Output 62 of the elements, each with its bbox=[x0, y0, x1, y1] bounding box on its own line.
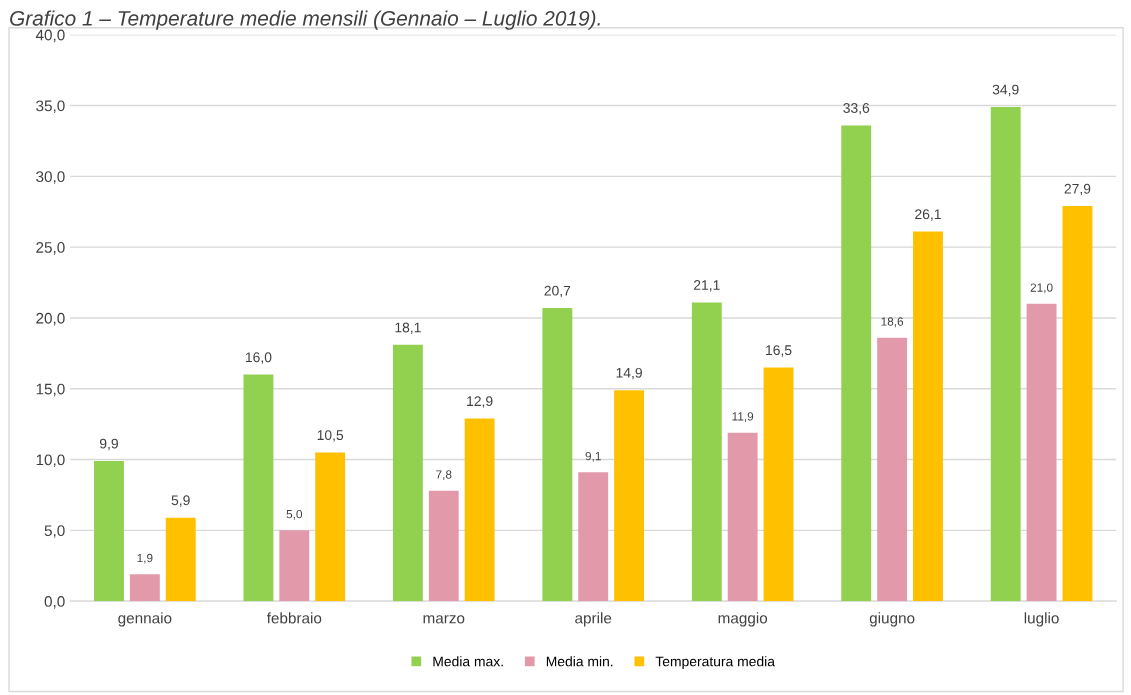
legend-label: Media min. bbox=[546, 656, 613, 667]
bar bbox=[315, 452, 346, 602]
data-label: 26,1 bbox=[915, 209, 941, 221]
data-label: 20,7 bbox=[544, 285, 571, 298]
data-label: 18,1 bbox=[395, 322, 421, 335]
bar bbox=[1062, 206, 1093, 602]
data-label: 18,6 bbox=[881, 317, 904, 328]
bar bbox=[990, 106, 1021, 602]
data-label: 10,5 bbox=[317, 430, 344, 442]
bar bbox=[841, 125, 872, 602]
data-label: 16,5 bbox=[766, 345, 792, 357]
bar bbox=[542, 308, 573, 602]
x-tick-label: luglio bbox=[1024, 612, 1059, 627]
bar bbox=[578, 472, 609, 602]
bar bbox=[464, 418, 495, 602]
data-label: 1,9 bbox=[137, 553, 153, 564]
x-tick-label: febbraio bbox=[266, 612, 322, 624]
bar bbox=[877, 337, 908, 602]
y-tick-label: 15,0 bbox=[36, 383, 65, 397]
data-label: 7,8 bbox=[436, 470, 452, 481]
data-label: 9,1 bbox=[585, 451, 601, 462]
bar bbox=[165, 517, 196, 602]
data-label: 34,9 bbox=[992, 84, 1019, 97]
x-tick-label: marzo bbox=[423, 615, 465, 624]
legend-label: Media max. bbox=[433, 656, 503, 667]
y-tick-label: 5,0 bbox=[44, 525, 65, 538]
bar bbox=[727, 432, 758, 602]
bar bbox=[763, 367, 794, 602]
y-tick-label: 30,0 bbox=[36, 171, 65, 184]
bar bbox=[129, 574, 160, 602]
bar bbox=[392, 344, 423, 602]
x-tick-label: gennaio bbox=[118, 612, 172, 627]
bar bbox=[913, 231, 943, 602]
data-label: 16,0 bbox=[245, 352, 272, 364]
legend-label: Temperatura media bbox=[655, 656, 775, 670]
y-tick-label: 40,0 bbox=[35, 29, 65, 43]
bar bbox=[614, 390, 645, 602]
data-label: 12,9 bbox=[467, 396, 493, 408]
x-tick-label: aprile bbox=[575, 612, 612, 627]
bar bbox=[691, 302, 722, 602]
y-tick-label: 0,0 bbox=[44, 596, 65, 609]
data-label: 14,9 bbox=[616, 367, 642, 380]
data-label: 27,9 bbox=[1064, 183, 1091, 196]
x-tick-label: giugno bbox=[869, 612, 915, 627]
bar bbox=[428, 490, 459, 602]
data-label: 33,6 bbox=[843, 103, 870, 115]
data-label: 5,9 bbox=[171, 495, 190, 507]
bar bbox=[94, 460, 124, 602]
y-tick-label: 10,0 bbox=[36, 454, 65, 468]
data-label: 9,9 bbox=[99, 438, 118, 451]
data-label: 21,1 bbox=[693, 280, 720, 292]
x-tick-label: maggio bbox=[718, 612, 768, 627]
bar bbox=[279, 530, 310, 602]
bar bbox=[243, 374, 274, 602]
chart-title: Grafico 1 – Temperature medie mensili (Gennaio – Luglio 2019). bbox=[10, 10, 600, 30]
data-label: 21,0 bbox=[1030, 283, 1053, 294]
y-tick-label: 20,0 bbox=[36, 312, 65, 326]
data-label: 11,9 bbox=[732, 412, 754, 422]
data-label: 5,0 bbox=[286, 509, 303, 520]
y-tick-label: 25,0 bbox=[36, 242, 65, 255]
y-tick-label: 35,0 bbox=[36, 100, 65, 114]
bar bbox=[1026, 303, 1057, 602]
